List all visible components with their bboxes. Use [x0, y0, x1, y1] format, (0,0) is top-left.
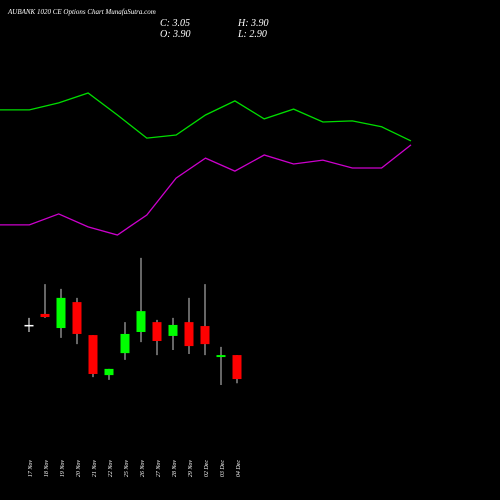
x-tick-label: 27 Nov	[156, 460, 162, 478]
x-tick-label: 02 Dec	[204, 460, 210, 477]
candle-body	[120, 333, 130, 354]
x-tick-label: 18 Nov	[44, 460, 50, 478]
candle-body	[216, 355, 226, 358]
candle-body	[184, 322, 194, 347]
low-readout: L: 2.90	[237, 29, 267, 40]
candle-body	[56, 297, 66, 329]
x-tick-label: 26 Nov	[140, 460, 146, 478]
x-tick-label: 19 Nov	[60, 460, 66, 478]
x-tick-label: 03 Dec	[220, 460, 226, 477]
candle-body	[24, 324, 34, 327]
candle-body	[232, 355, 242, 380]
open-readout: O: 3.90	[160, 29, 191, 40]
candle-body	[88, 335, 98, 374]
x-tick-label: 29 Nov	[188, 460, 194, 478]
indicator-line	[0, 92, 412, 142]
x-tick-label: 22 Nov	[108, 460, 114, 478]
indicator-line	[0, 144, 412, 236]
x-tick-label: 20 Nov	[76, 460, 82, 478]
x-tick-label: 25 Nov	[124, 460, 130, 478]
x-tick-label: 21 Nov	[92, 460, 98, 478]
x-tick-label: 04 Dec	[235, 460, 242, 477]
chart-title: AUBANK 1020 CE Options Chart MunafaSutra…	[7, 8, 156, 16]
candle-body	[104, 368, 114, 376]
candle-body	[200, 326, 210, 345]
candle-body	[152, 322, 162, 341]
candle-body	[168, 324, 178, 336]
x-tick-label: 17 Nov	[28, 460, 34, 478]
x-tick-label: 28 Nov	[172, 460, 178, 478]
high-readout: H: 3.90	[237, 18, 269, 29]
candle-body	[40, 313, 50, 318]
candle-body	[136, 311, 146, 332]
close-readout: C: 3.05	[160, 18, 190, 29]
candle-body	[72, 302, 82, 334]
